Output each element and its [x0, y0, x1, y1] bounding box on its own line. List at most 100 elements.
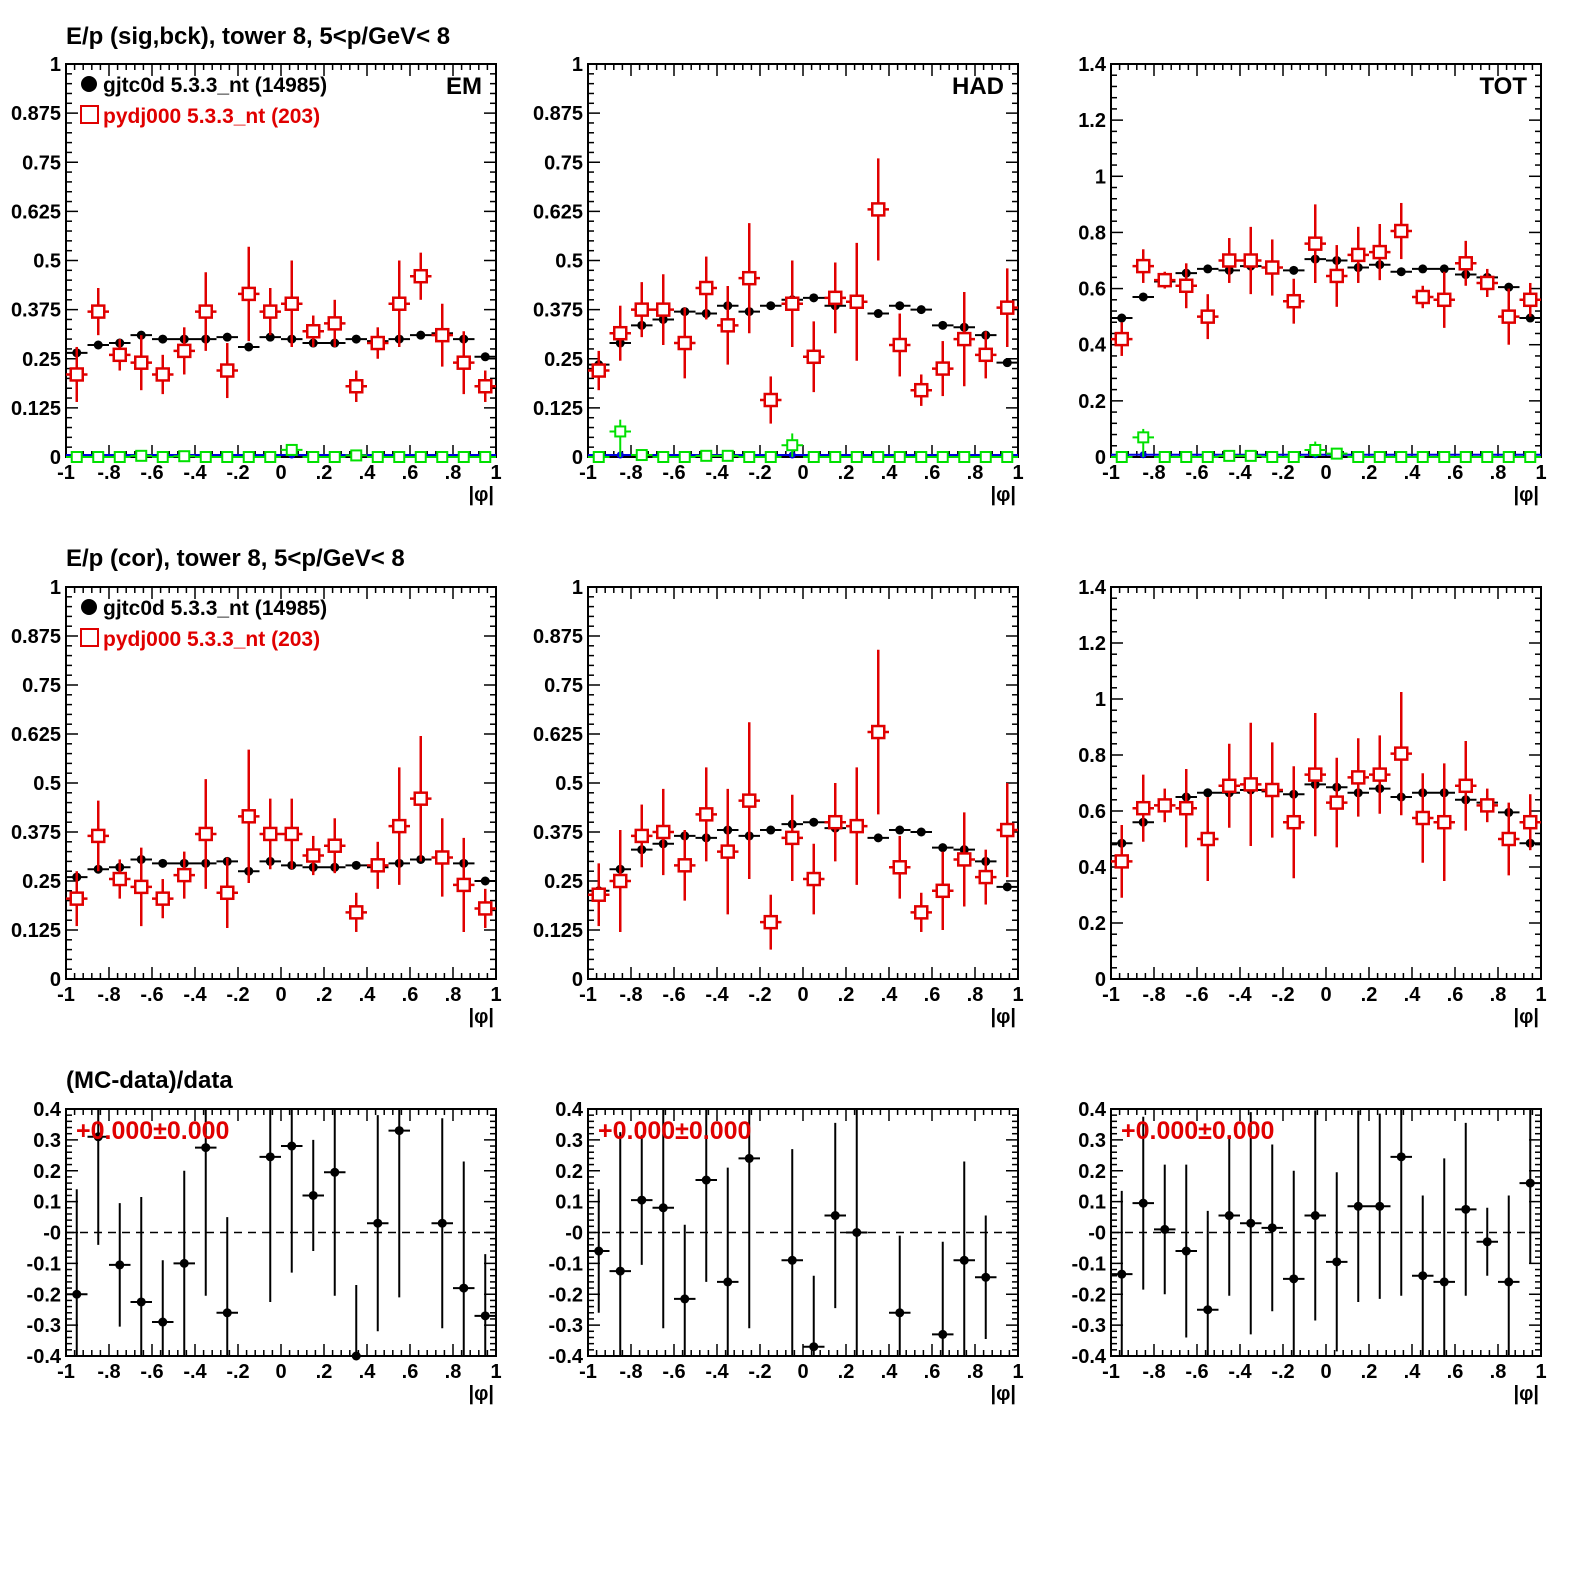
x-tick-label: .2 [316, 462, 333, 484]
bck-mc-point [221, 451, 234, 463]
y-tick-label: 0 [50, 969, 61, 991]
y-tick-label: 0.8 [1078, 222, 1106, 244]
data-point [895, 825, 905, 835]
mc-point [370, 858, 385, 873]
x-tick-label: 0 [797, 462, 808, 484]
y-tick-label: 0.5 [555, 251, 583, 273]
y-tick-label: -0.4 [27, 1346, 62, 1368]
y-tick-label: 1 [572, 577, 583, 599]
y-tick-label: 0.25 [22, 871, 61, 893]
bck-mc-point [393, 451, 406, 463]
mc-point [1458, 256, 1473, 271]
bck-mc-point [1438, 451, 1451, 463]
mc-point [1200, 309, 1215, 324]
y-tick-label: 0 [1095, 969, 1106, 991]
x-tick-label: .4 [359, 984, 377, 1006]
x-tick-label: .6 [402, 462, 419, 484]
x-tick-label: -.4 [705, 984, 729, 1006]
ratio-point [637, 1195, 647, 1205]
x-tick-label: -1 [579, 462, 597, 484]
mc-point [914, 382, 929, 398]
x-tick-label: -.8 [1142, 462, 1165, 484]
mc-point [349, 905, 364, 920]
mc-point [69, 891, 84, 906]
panel-row1-TOT: -1 -.8 -.6 -.4 -.2 0.2.4.6.8 100.20.40.60.811.… [1078, 54, 1546, 506]
x-tick-label: .4 [359, 1361, 377, 1383]
mc-point [1501, 309, 1516, 324]
x-tick-label: -.2 [1271, 984, 1294, 1006]
bck-mc-point [156, 451, 169, 463]
mc-point [220, 363, 235, 378]
mc-point [677, 335, 692, 351]
ratio-point [158, 1317, 168, 1327]
y-tick-label: -0.3 [27, 1315, 61, 1337]
panel-row3-EM: -1 -.8 -.6 -.4 -.2 0.2.4.6.8 1-0.4-0.3-0.2-0.1… [27, 1099, 502, 1405]
mc-point [828, 290, 843, 306]
panel-row2-EM: -1 -.8 -.6 -.4 -.2 0 .2 .4 .6 .8 1 0 0.125 0.25 0.375 0… [11, 577, 502, 1028]
y-tick-label: 0.25 [22, 349, 61, 371]
x-axis-label: |φ| [1514, 1006, 1540, 1028]
bck-mc-point [199, 451, 212, 463]
x-tick-label: -.8 [619, 984, 642, 1006]
plot-frame [1110, 586, 1542, 980]
bck-mc-point [829, 451, 842, 463]
x-axis-label: |φ| [991, 1006, 1017, 1028]
mc-point [1157, 798, 1172, 813]
y-tick-label: -0 [1088, 1223, 1106, 1245]
mc-point [957, 852, 972, 867]
ratio-point [1246, 1218, 1256, 1228]
y-tick-label: 0.375 [533, 822, 583, 844]
mc-point [91, 828, 106, 844]
mc-point [198, 826, 213, 842]
data-point [222, 332, 232, 342]
x-tick-label: 0 [1320, 984, 1331, 1006]
bck-mc-point [1373, 451, 1386, 463]
ratio-point [744, 1153, 754, 1163]
y-tick-label: 0 [572, 969, 583, 991]
mc-point [1114, 854, 1129, 869]
x-tick-label: 0 [275, 984, 286, 1006]
x-tick-label: -1 [579, 1361, 597, 1383]
bck-mc-point [1330, 447, 1343, 460]
x-tick-label: .2 [1361, 1361, 1378, 1383]
y-tick-label: 0.3 [33, 1130, 61, 1152]
data-point [1117, 313, 1127, 323]
mc-point [349, 379, 364, 394]
y-tick-label: 1.2 [1078, 633, 1106, 655]
y-tick-label: 0.625 [533, 201, 583, 223]
row3-title: (MC-data)/data [66, 1067, 233, 1094]
x-axis-label: |φ| [469, 1006, 495, 1028]
bck-mc-point [936, 451, 949, 463]
ratio-point [1181, 1246, 1191, 1256]
ratio-point [201, 1143, 211, 1153]
y-tick-label: -0 [43, 1223, 61, 1245]
ratio-point [787, 1255, 797, 1265]
row1-title: E/p (sig,bck), tower 8, 5<p/GeV< 8 [66, 23, 450, 50]
mc-point [806, 349, 821, 365]
x-tick-label: -.6 [140, 462, 163, 484]
mc-point [1415, 810, 1430, 826]
x-tick-label: 1 [1012, 1361, 1023, 1383]
mc-point [1265, 260, 1280, 275]
bck-mc-point [350, 449, 363, 462]
y-tick-label: 0 [572, 447, 583, 469]
data-point [1504, 282, 1514, 292]
mc-point [656, 824, 671, 840]
y-tick-label: 0.4 [1078, 1099, 1107, 1121]
mc-point [1394, 746, 1409, 761]
bck-mc-point [1223, 449, 1236, 462]
x-tick-label: 0 [275, 462, 286, 484]
x-tick-label: 1 [1012, 984, 1023, 1006]
x-tick-label: .8 [445, 1361, 462, 1383]
bck-mc-point [1502, 451, 1515, 463]
mc-point [1243, 777, 1258, 792]
x-tick-label: .8 [445, 984, 462, 1006]
data-point [1289, 265, 1299, 275]
x-tick-label: .6 [402, 1361, 419, 1383]
panel-row2-HAD: -1 -.8 -.6 -.4 -.2 0 .2 .4 .6 .8 1 0 0.125 0.25 0.375 0… [533, 577, 1024, 1028]
x-tick-label: -.6 [140, 1361, 163, 1383]
mc-point [1157, 272, 1172, 288]
bck-mc-point [285, 443, 298, 456]
ratio-point [287, 1141, 297, 1151]
bck-mc-point [807, 451, 820, 463]
